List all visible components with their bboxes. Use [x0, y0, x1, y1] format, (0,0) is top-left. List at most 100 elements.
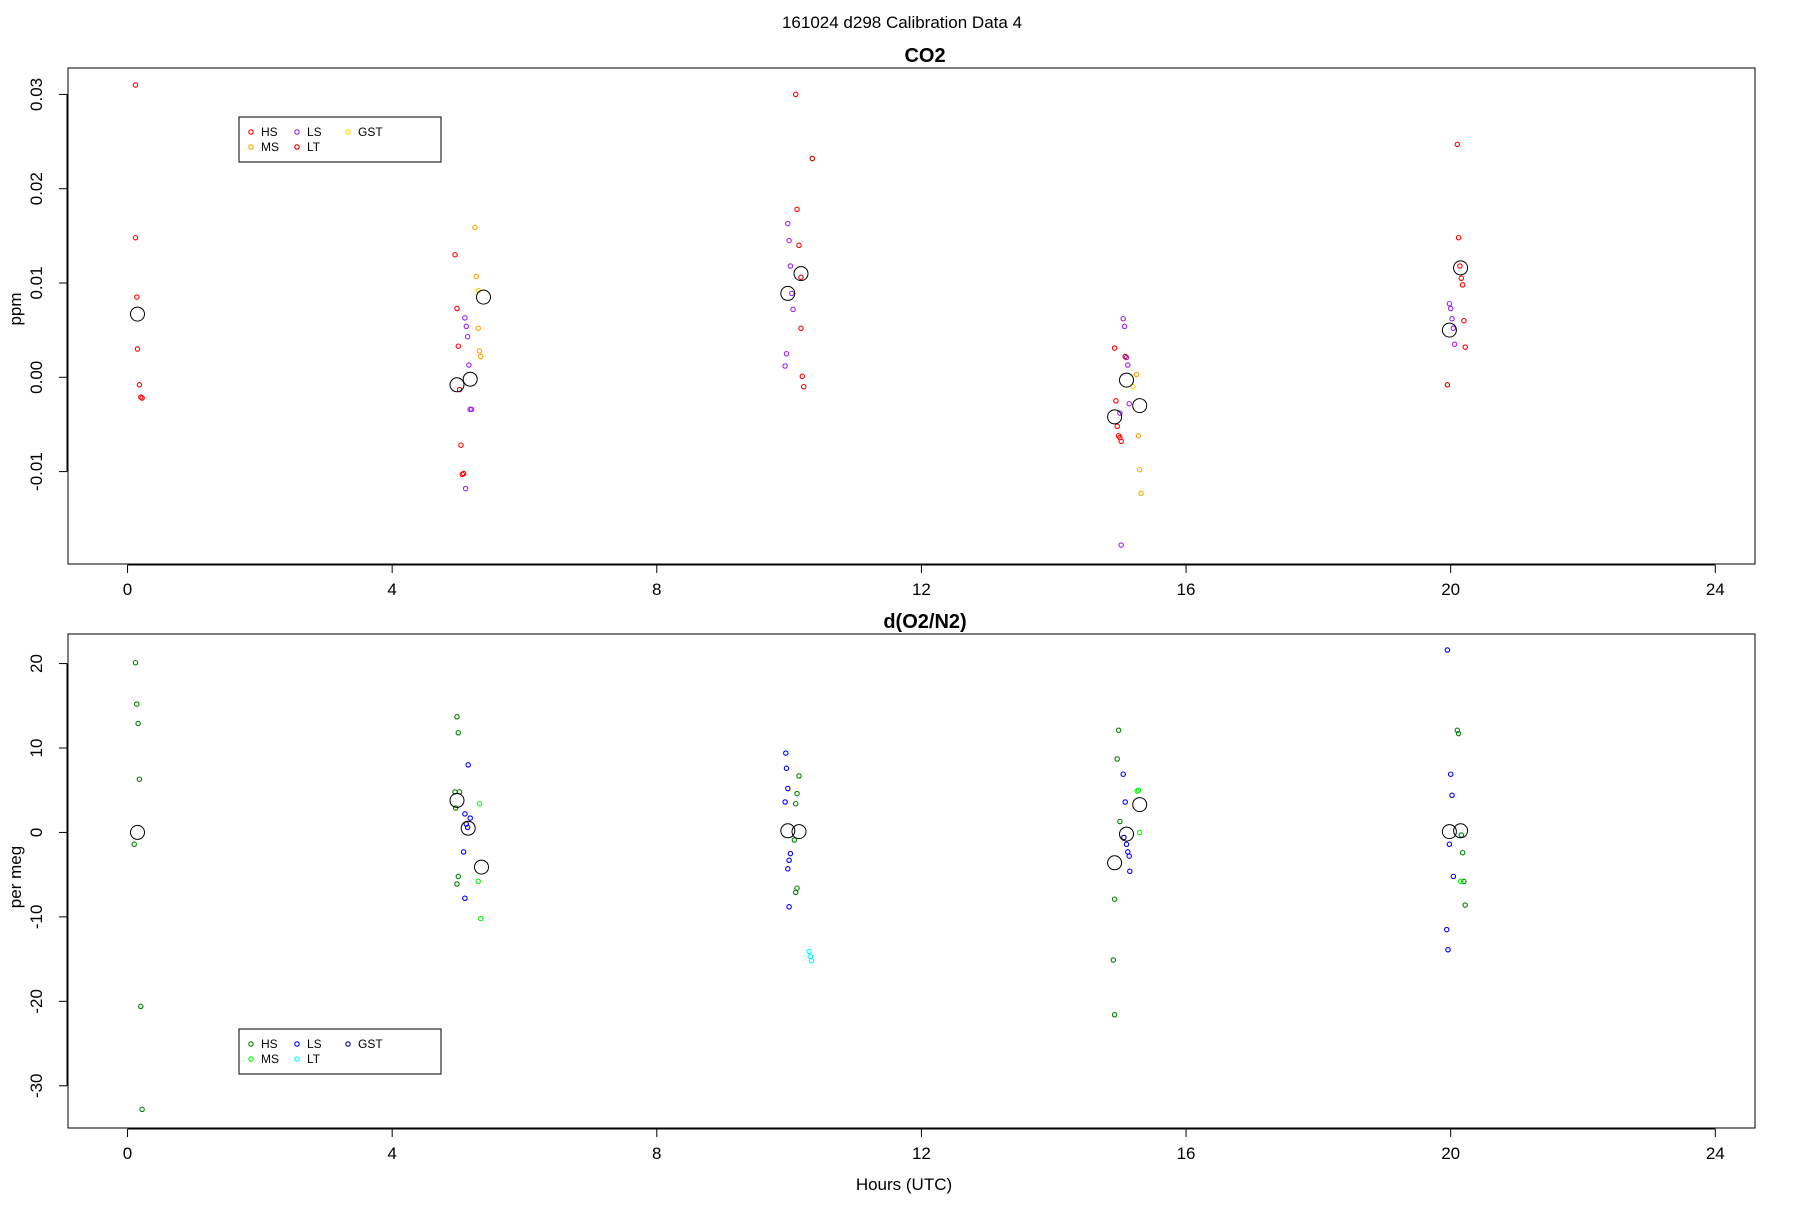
data-point-ms	[476, 348, 483, 354]
mean-point	[462, 371, 478, 387]
data-point-ls	[1450, 873, 1457, 880]
plot-frame	[67, 67, 1756, 565]
data-point-ls	[463, 323, 470, 330]
data-point-ls	[462, 315, 468, 321]
data-point-ls	[1126, 400, 1132, 407]
data-point-hs	[458, 442, 464, 448]
data-point-ms	[1138, 490, 1144, 497]
data-point-ls	[1117, 410, 1123, 416]
data-point-hs	[1455, 234, 1462, 241]
data-point-ls	[1443, 926, 1450, 933]
data-point-ms	[478, 915, 484, 922]
series-gst	[1121, 834, 1127, 841]
data-point-hs	[792, 91, 799, 98]
x-tick-label: 4	[387, 1144, 396, 1163]
mean-point	[1132, 398, 1148, 414]
legend-marker	[248, 1041, 254, 1047]
data-point-ls	[1125, 362, 1131, 368]
data-point-hs	[1115, 727, 1122, 734]
data-point-ms	[1135, 433, 1142, 439]
data-point-ls	[1126, 853, 1132, 859]
data-point-hs	[131, 841, 137, 848]
data-point-ls	[783, 750, 789, 756]
series-mean	[130, 260, 1469, 425]
y-tick-label: 0	[27, 828, 46, 837]
data-point-ls	[787, 263, 794, 269]
data-point-hs	[455, 343, 462, 349]
y-tick-label: -0.01	[27, 452, 46, 491]
data-point-hs	[796, 773, 802, 779]
data-point-hs	[1458, 832, 1465, 838]
data-point-hs	[1111, 345, 1118, 351]
data-point-hs	[1118, 438, 1124, 445]
legend-label: MS	[261, 140, 279, 154]
y-tick-label: 0.00	[27, 361, 46, 394]
y-tick-label: 0.01	[27, 266, 46, 299]
data-point-ms	[1133, 371, 1140, 378]
data-point-hs	[791, 837, 798, 843]
y-tick-label: -20	[27, 989, 46, 1014]
figure-title: 161024 d298 Calibration Data 4	[782, 13, 1022, 32]
mean-point	[449, 792, 465, 808]
mean-point	[791, 824, 807, 840]
data-point-hs	[1461, 317, 1467, 324]
mean-point	[476, 289, 491, 305]
data-point-hs	[798, 325, 804, 332]
legend-label: GST	[358, 1037, 383, 1051]
data-point-ls	[1451, 341, 1458, 348]
mean-point	[1441, 322, 1457, 338]
data-point-hs	[132, 82, 139, 88]
data-point-lt	[1122, 353, 1128, 360]
series-hs	[131, 659, 1468, 1113]
data-point-ms	[472, 224, 478, 231]
y-axis-label: ppm	[6, 292, 25, 325]
data-point-hs	[454, 305, 460, 312]
mean-point	[130, 824, 145, 840]
data-point-hs	[139, 395, 145, 401]
data-point-hs	[1111, 896, 1118, 902]
data-point-ls	[786, 237, 792, 244]
legend-marker	[294, 144, 300, 150]
data-point-ls	[1444, 647, 1451, 653]
data-point-hs	[1462, 902, 1468, 908]
data-point-ls	[1446, 841, 1453, 848]
data-point-hs	[1461, 878, 1467, 885]
data-point-hs	[1113, 398, 1119, 404]
mean-point	[460, 820, 476, 836]
data-point-ls	[790, 306, 796, 313]
data-point-ls	[464, 824, 471, 831]
data-point-ls	[1447, 771, 1454, 777]
series-lt	[798, 155, 1451, 388]
data-point-ls	[782, 363, 788, 369]
data-point-ms	[475, 325, 481, 332]
x-tick-label: 8	[652, 1144, 661, 1163]
mean-point	[1132, 797, 1148, 813]
data-point-hs	[1114, 423, 1120, 430]
legend-label: MS	[261, 1052, 279, 1066]
series-hs	[132, 82, 1468, 478]
legend-label: LT	[307, 1052, 321, 1066]
data-point-hs	[1454, 141, 1461, 148]
data-point-ms	[476, 800, 483, 807]
y-tick-label: 10	[27, 739, 46, 758]
data-point-ls	[1121, 323, 1128, 330]
data-point-ls	[787, 850, 794, 857]
data-point-hs	[452, 251, 458, 258]
data-point-hs	[794, 206, 800, 213]
data-point-hs	[134, 294, 140, 300]
legend-label: LS	[307, 125, 322, 139]
data-point-hs	[460, 470, 467, 477]
legend-label: GST	[358, 125, 383, 139]
data-point-hs	[134, 701, 140, 707]
data-point-hs	[454, 714, 460, 720]
series-ms	[472, 224, 1144, 497]
data-point-hs	[452, 805, 459, 811]
data-point-ls	[783, 765, 790, 772]
data-point-hs	[1455, 730, 1462, 737]
mean-point	[1441, 824, 1457, 840]
plot-frame	[67, 633, 1756, 1129]
legend-box	[238, 1028, 442, 1075]
